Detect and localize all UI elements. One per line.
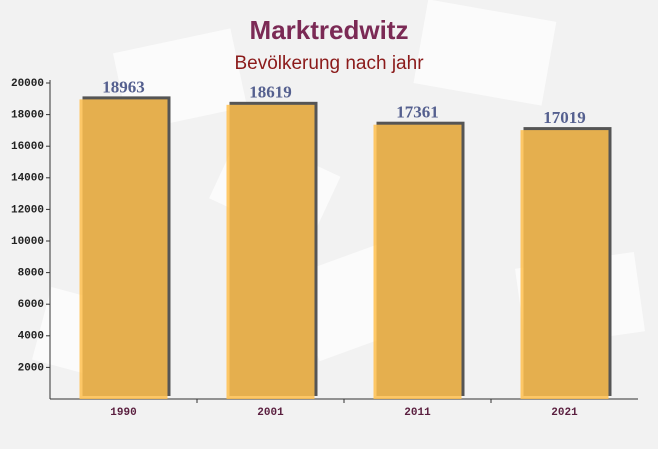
- y-tick-label: 20000: [11, 78, 44, 90]
- bar: [79, 99, 168, 400]
- bar: [520, 130, 609, 399]
- y-tick-label: 10000: [11, 236, 44, 248]
- y-tick-label: 6000: [18, 299, 44, 311]
- y-tick-label: 18000: [11, 110, 44, 122]
- x-tick-label: 2021: [551, 407, 578, 419]
- bar: [373, 124, 462, 399]
- y-tick-label: 16000: [11, 141, 44, 153]
- x-tick-label: 1990: [110, 407, 136, 419]
- x-tick-label: 2001: [257, 407, 284, 419]
- chart-subtitle: Bevölkerung nach jahr: [234, 53, 424, 74]
- chart-title: Marktredwitz: [250, 15, 409, 45]
- bar: [226, 104, 315, 400]
- value-label: 17361: [396, 103, 439, 122]
- x-tick-label: 2011: [404, 407, 431, 419]
- y-tick-label: 14000: [11, 173, 44, 185]
- y-tick-label: 4000: [18, 331, 44, 343]
- y-tick-label: 2000: [18, 362, 44, 374]
- y-tick-label: 8000: [18, 268, 44, 280]
- value-label: 18619: [249, 83, 292, 102]
- value-label: 17019: [543, 108, 586, 127]
- value-label: 18963: [102, 77, 145, 96]
- y-tick-label: 12000: [11, 204, 44, 216]
